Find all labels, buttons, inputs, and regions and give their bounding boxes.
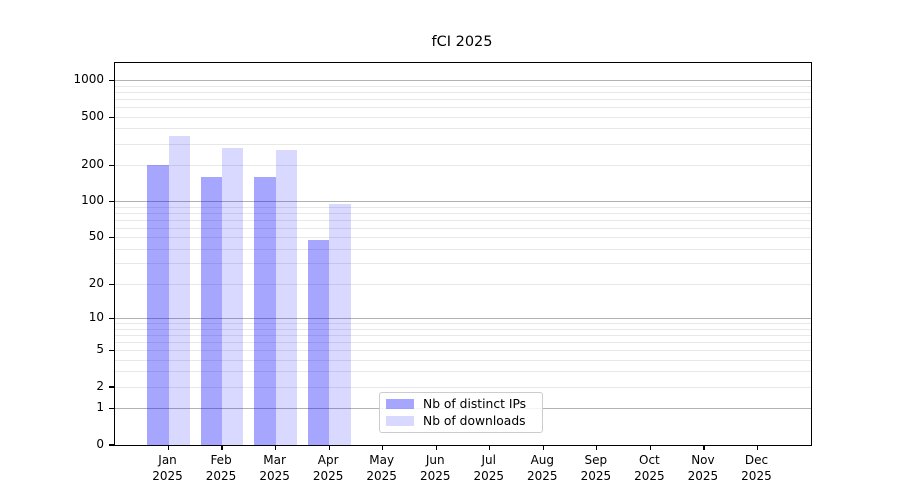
gridline-minor	[115, 206, 811, 208]
legend: Nb of distinct IPs Nb of downloads	[379, 392, 543, 433]
y-tick-mark	[109, 444, 114, 446]
x-tick-label: Dec 2025	[741, 453, 772, 483]
y-tick-label: 5	[96, 342, 104, 357]
gridline-minor	[115, 116, 811, 118]
chart-title: fCI 2025	[431, 34, 493, 50]
x-tick-mark	[435, 445, 437, 450]
y-tick-mark	[109, 407, 114, 410]
x-tick-label: Feb 2025	[205, 453, 237, 483]
x-tick-label: Jul 2025	[473, 453, 505, 483]
bar-distinct-ips	[307, 239, 330, 445]
legend-label: Nb of downloads	[423, 414, 526, 428]
y-tick-mark	[109, 349, 114, 352]
gridline-minor	[115, 143, 811, 145]
gridline-minor	[115, 371, 811, 373]
gridline-minor	[115, 283, 811, 285]
y-tick-mark	[109, 201, 114, 203]
y-tick-mark	[109, 80, 114, 82]
gridline-minor	[115, 85, 811, 87]
bar-distinct-ips	[200, 177, 223, 445]
legend-swatch-downloads	[386, 415, 414, 427]
y-tick-label: 2	[96, 378, 104, 393]
bar-downloads	[275, 149, 298, 445]
x-tick-mark	[221, 445, 223, 450]
gridline-minor	[115, 341, 811, 343]
gridline-minor	[115, 128, 811, 130]
gridline-minor	[115, 164, 811, 166]
bar-distinct-ips	[147, 165, 169, 445]
gridline-minor	[115, 237, 811, 239]
x-tick-label: Apr 2025	[312, 453, 344, 483]
y-tick-label: 50	[88, 229, 104, 244]
x-tick-mark	[756, 445, 759, 450]
y-tick-label: 500	[81, 108, 104, 123]
y-tick-mark	[109, 386, 114, 388]
x-tick-label: Oct 2025	[634, 453, 665, 483]
gridline-minor	[115, 99, 811, 100]
x-tick-label: Aug 2025	[527, 453, 558, 483]
x-tick-mark	[703, 445, 705, 450]
gridline-minor	[115, 212, 811, 214]
gridline-major	[115, 80, 811, 82]
legend-label: Nb of distinct IPs	[423, 397, 527, 411]
gridline-major	[115, 318, 811, 320]
x-tick-label: Mar 2025	[259, 453, 290, 483]
legend-swatch-distinct-ips	[386, 398, 414, 410]
x-tick-mark	[649, 445, 652, 450]
y-tick-label: 0	[96, 436, 104, 451]
x-tick-label: Sep 2025	[580, 453, 612, 483]
bar-downloads	[222, 147, 244, 445]
y-tick-label: 1	[96, 399, 104, 414]
y-tick-mark	[109, 317, 114, 320]
gridline-minor	[115, 386, 811, 388]
gridline-minor	[115, 323, 811, 325]
gridline-minor	[115, 350, 811, 352]
gridline-minor	[115, 227, 811, 229]
y-tick-label: 1000	[73, 72, 104, 87]
gridline-minor	[115, 107, 811, 109]
x-tick-label: Jan 2025	[152, 453, 183, 483]
gridline-minor	[115, 334, 811, 336]
x-tick-mark	[382, 445, 384, 450]
gridline-minor	[115, 328, 811, 330]
gridline-minor	[115, 263, 811, 265]
x-tick-mark	[274, 445, 277, 450]
x-tick-mark	[489, 445, 491, 450]
x-tick-mark	[596, 445, 598, 450]
legend-item-downloads: Nb of downloads	[386, 414, 534, 428]
x-tick-label: May 2025	[366, 453, 397, 483]
y-tick-mark	[109, 283, 114, 286]
y-tick-label: 200	[81, 156, 104, 171]
gridline-minor	[115, 359, 811, 361]
bar-downloads	[329, 204, 351, 445]
y-tick-mark	[109, 237, 114, 239]
plot-area	[109, 62, 812, 450]
y-tick-mark	[109, 116, 114, 118]
x-tick-mark	[167, 445, 170, 450]
x-tick-label: Nov 2025	[687, 453, 719, 483]
y-tick-mark	[109, 164, 114, 167]
x-tick-mark	[328, 445, 330, 450]
gridline-major	[115, 201, 811, 203]
legend-item-distinct-ips: Nb of distinct IPs	[386, 397, 534, 411]
y-tick-label: 20	[88, 275, 104, 290]
gridline-minor	[115, 91, 811, 93]
bar-downloads	[168, 135, 190, 445]
x-tick-mark	[542, 445, 544, 450]
y-tick-label: 100	[81, 193, 104, 208]
x-tick-label: Jun 2025	[419, 453, 451, 483]
gridline-minor	[115, 219, 811, 221]
y-tick-label: 10	[88, 310, 104, 325]
bar-distinct-ips	[254, 177, 276, 445]
gridline-minor	[115, 248, 811, 250]
